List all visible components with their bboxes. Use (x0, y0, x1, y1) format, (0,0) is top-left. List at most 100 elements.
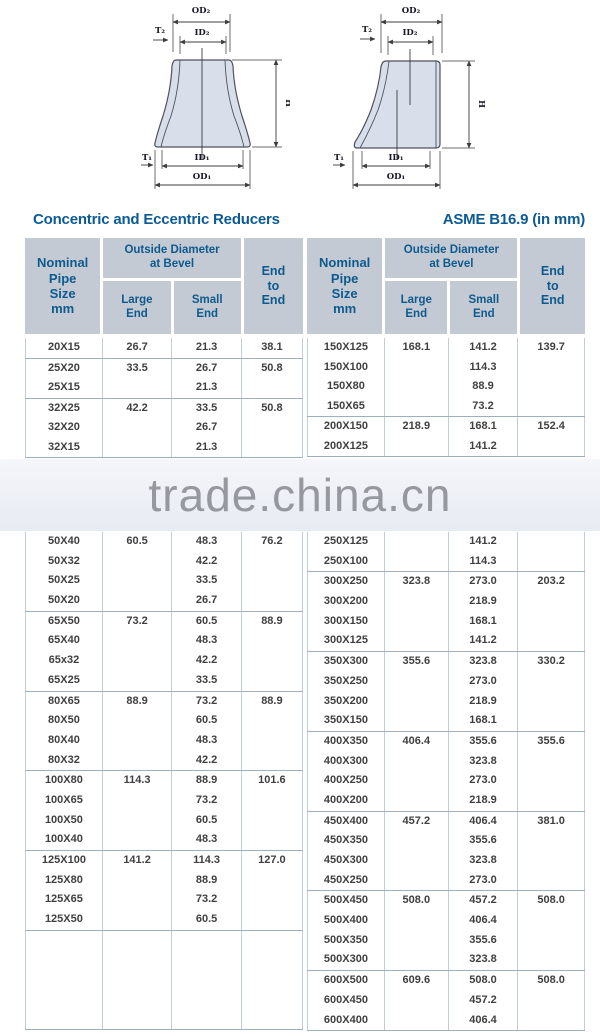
reducer-diagrams: OD₂ ID₂ T₂ H T₁ ID₁ OD₁ (0, 0, 600, 205)
table-row: 80X50 60.5 (25, 711, 303, 731)
header-outside-diameter: Outside Diameter at Bevel (103, 238, 241, 278)
od2-label: OD₂ (402, 6, 421, 16)
cell-large-end (103, 591, 173, 611)
header-end-to-end: End to End (243, 238, 303, 334)
table-row: 125X100 141.2 114.3 127.0 (25, 851, 303, 871)
cell-size: 450X350 (307, 831, 385, 851)
header-large-end: Large End (103, 281, 171, 334)
cell-small-end: 60.5 (172, 711, 242, 731)
cell-large-end: 609.6 (385, 971, 449, 991)
header-small-end: Small End (450, 281, 518, 334)
cell-small-end: 114.3 (449, 551, 519, 572)
cell-end-to-end (242, 970, 303, 990)
cell-small-end: 323.8 (449, 751, 519, 772)
cell-large-end (385, 851, 449, 871)
cell-large-end (103, 970, 173, 990)
table-body-left-lower: 50X40 60.5 48.3 76.2 50X32 42.2 50X25 33.5 50X20… (25, 532, 303, 1031)
cell-small-end: 273.0 (449, 870, 519, 891)
cell-large-end: 26.7 (103, 338, 173, 358)
reducer-table-right: Nominal Pipe Size mm Outside Diameter at Be… (307, 238, 585, 458)
table-row: 350X300 355.6 323.8 330.2 (307, 652, 585, 672)
concentric-reducer-diagram: OD₂ ID₂ T₂ H T₁ ID₁ OD₁ (141, 6, 290, 189)
cell-small-end: 406.4 (449, 811, 519, 832)
cell-end-to-end (518, 870, 585, 891)
table-row: 50X40 60.5 48.3 76.2 (25, 532, 303, 552)
cell-end-to-end (242, 711, 303, 731)
cell-size: 80X50 (25, 711, 103, 731)
cell-large-end (103, 418, 173, 438)
cell-small-end: 168.1 (449, 711, 519, 731)
table-row: 450X250 273.0 (307, 870, 585, 891)
table-row: 400X350 406.4 355.6 355.6 (307, 731, 585, 752)
table-row: 32X15 21.3 (25, 437, 303, 457)
cell-end-to-end: 127.0 (242, 851, 303, 871)
cell-large-end (103, 989, 173, 1010)
cell-size: 250X125 (307, 532, 385, 552)
cell-large-end (103, 910, 173, 930)
cell-end-to-end (242, 870, 303, 891)
cell-end-to-end (518, 1010, 585, 1031)
cell-large-end (385, 691, 449, 712)
cell-small-end (172, 950, 242, 971)
cell-end-to-end (242, 651, 303, 671)
cell-large-end (103, 730, 173, 751)
cell-small-end: 273.0 (449, 671, 519, 692)
cell-small-end: 457.2 (449, 891, 519, 912)
table-row (25, 989, 303, 1010)
tables-upper: Nominal Pipe Size mm Outside Diameter at Be… (25, 238, 585, 458)
cell-large-end (385, 357, 449, 377)
cell-end-to-end (242, 591, 303, 611)
cell-large-end (103, 790, 173, 811)
cell-large-end: 218.9 (385, 417, 449, 437)
cell-size: 80X32 (25, 750, 103, 771)
cell-end-to-end (242, 989, 303, 1010)
cell-large-end: 508.0 (385, 891, 449, 912)
cell-size: 500X300 (307, 950, 385, 971)
cell-end-to-end (242, 631, 303, 652)
cell-size: 450X250 (307, 870, 385, 891)
table-row: 80X40 48.3 (25, 730, 303, 751)
cell-end-to-end (518, 771, 585, 791)
cell-large-end (385, 831, 449, 851)
cell-end-to-end (518, 377, 585, 397)
cell-size: 350X300 (307, 652, 385, 672)
cell-end-to-end: 101.6 (242, 771, 303, 791)
cell-size: 350X150 (307, 711, 385, 731)
row-group (25, 930, 303, 1031)
cell-end-to-end (518, 436, 585, 456)
cell-large-end: 355.6 (385, 652, 449, 672)
id2-label: ID₂ (194, 28, 209, 38)
cell-size: 65X50 (25, 611, 103, 632)
cell-large-end (385, 611, 449, 632)
cell-small-end: 33.5 (172, 571, 242, 592)
header-nominal-pipe-size: Nominal Pipe Size mm (25, 238, 101, 334)
cell-small-end: 114.3 (172, 851, 242, 871)
cell-small-end: 141.2 (449, 436, 519, 456)
cell-end-to-end (518, 671, 585, 692)
table-row: 80X65 88.9 73.2 88.9 (25, 691, 303, 712)
cell-size: 150X80 (307, 377, 385, 397)
cell-small-end: 26.7 (172, 358, 242, 378)
row-group: 350X300 355.6 323.8 330.2 350X250 273.0 350X20… (307, 652, 585, 732)
table-row: 25X15 21.3 (25, 378, 303, 398)
cell-size (25, 1009, 103, 1030)
cell-end-to-end: 381.0 (518, 811, 585, 832)
cell-large-end: 60.5 (103, 532, 173, 552)
cell-small-end: 42.2 (172, 651, 242, 671)
table-row: 125X50 60.5 (25, 910, 303, 930)
cell-small-end: 48.3 (172, 532, 242, 552)
table-row: 600X400 406.4 (307, 1010, 585, 1031)
cell-size: 500X400 (307, 911, 385, 931)
table-row: 300X200 218.9 (307, 592, 585, 612)
table-row: 50X32 42.2 (25, 551, 303, 572)
table-row: 20X15 26.7 21.3 38.1 (25, 338, 303, 358)
cell-size: 80X40 (25, 730, 103, 751)
cell-small-end: 48.3 (172, 730, 242, 751)
t1-label: T₁ (334, 153, 344, 163)
cell-small-end: 457.2 (449, 990, 519, 1011)
cell-end-to-end (242, 1009, 303, 1030)
table-row: 32X20 26.7 (25, 418, 303, 438)
cell-size: 150X100 (307, 357, 385, 377)
table-row: 250X125 141.2 (307, 532, 585, 552)
